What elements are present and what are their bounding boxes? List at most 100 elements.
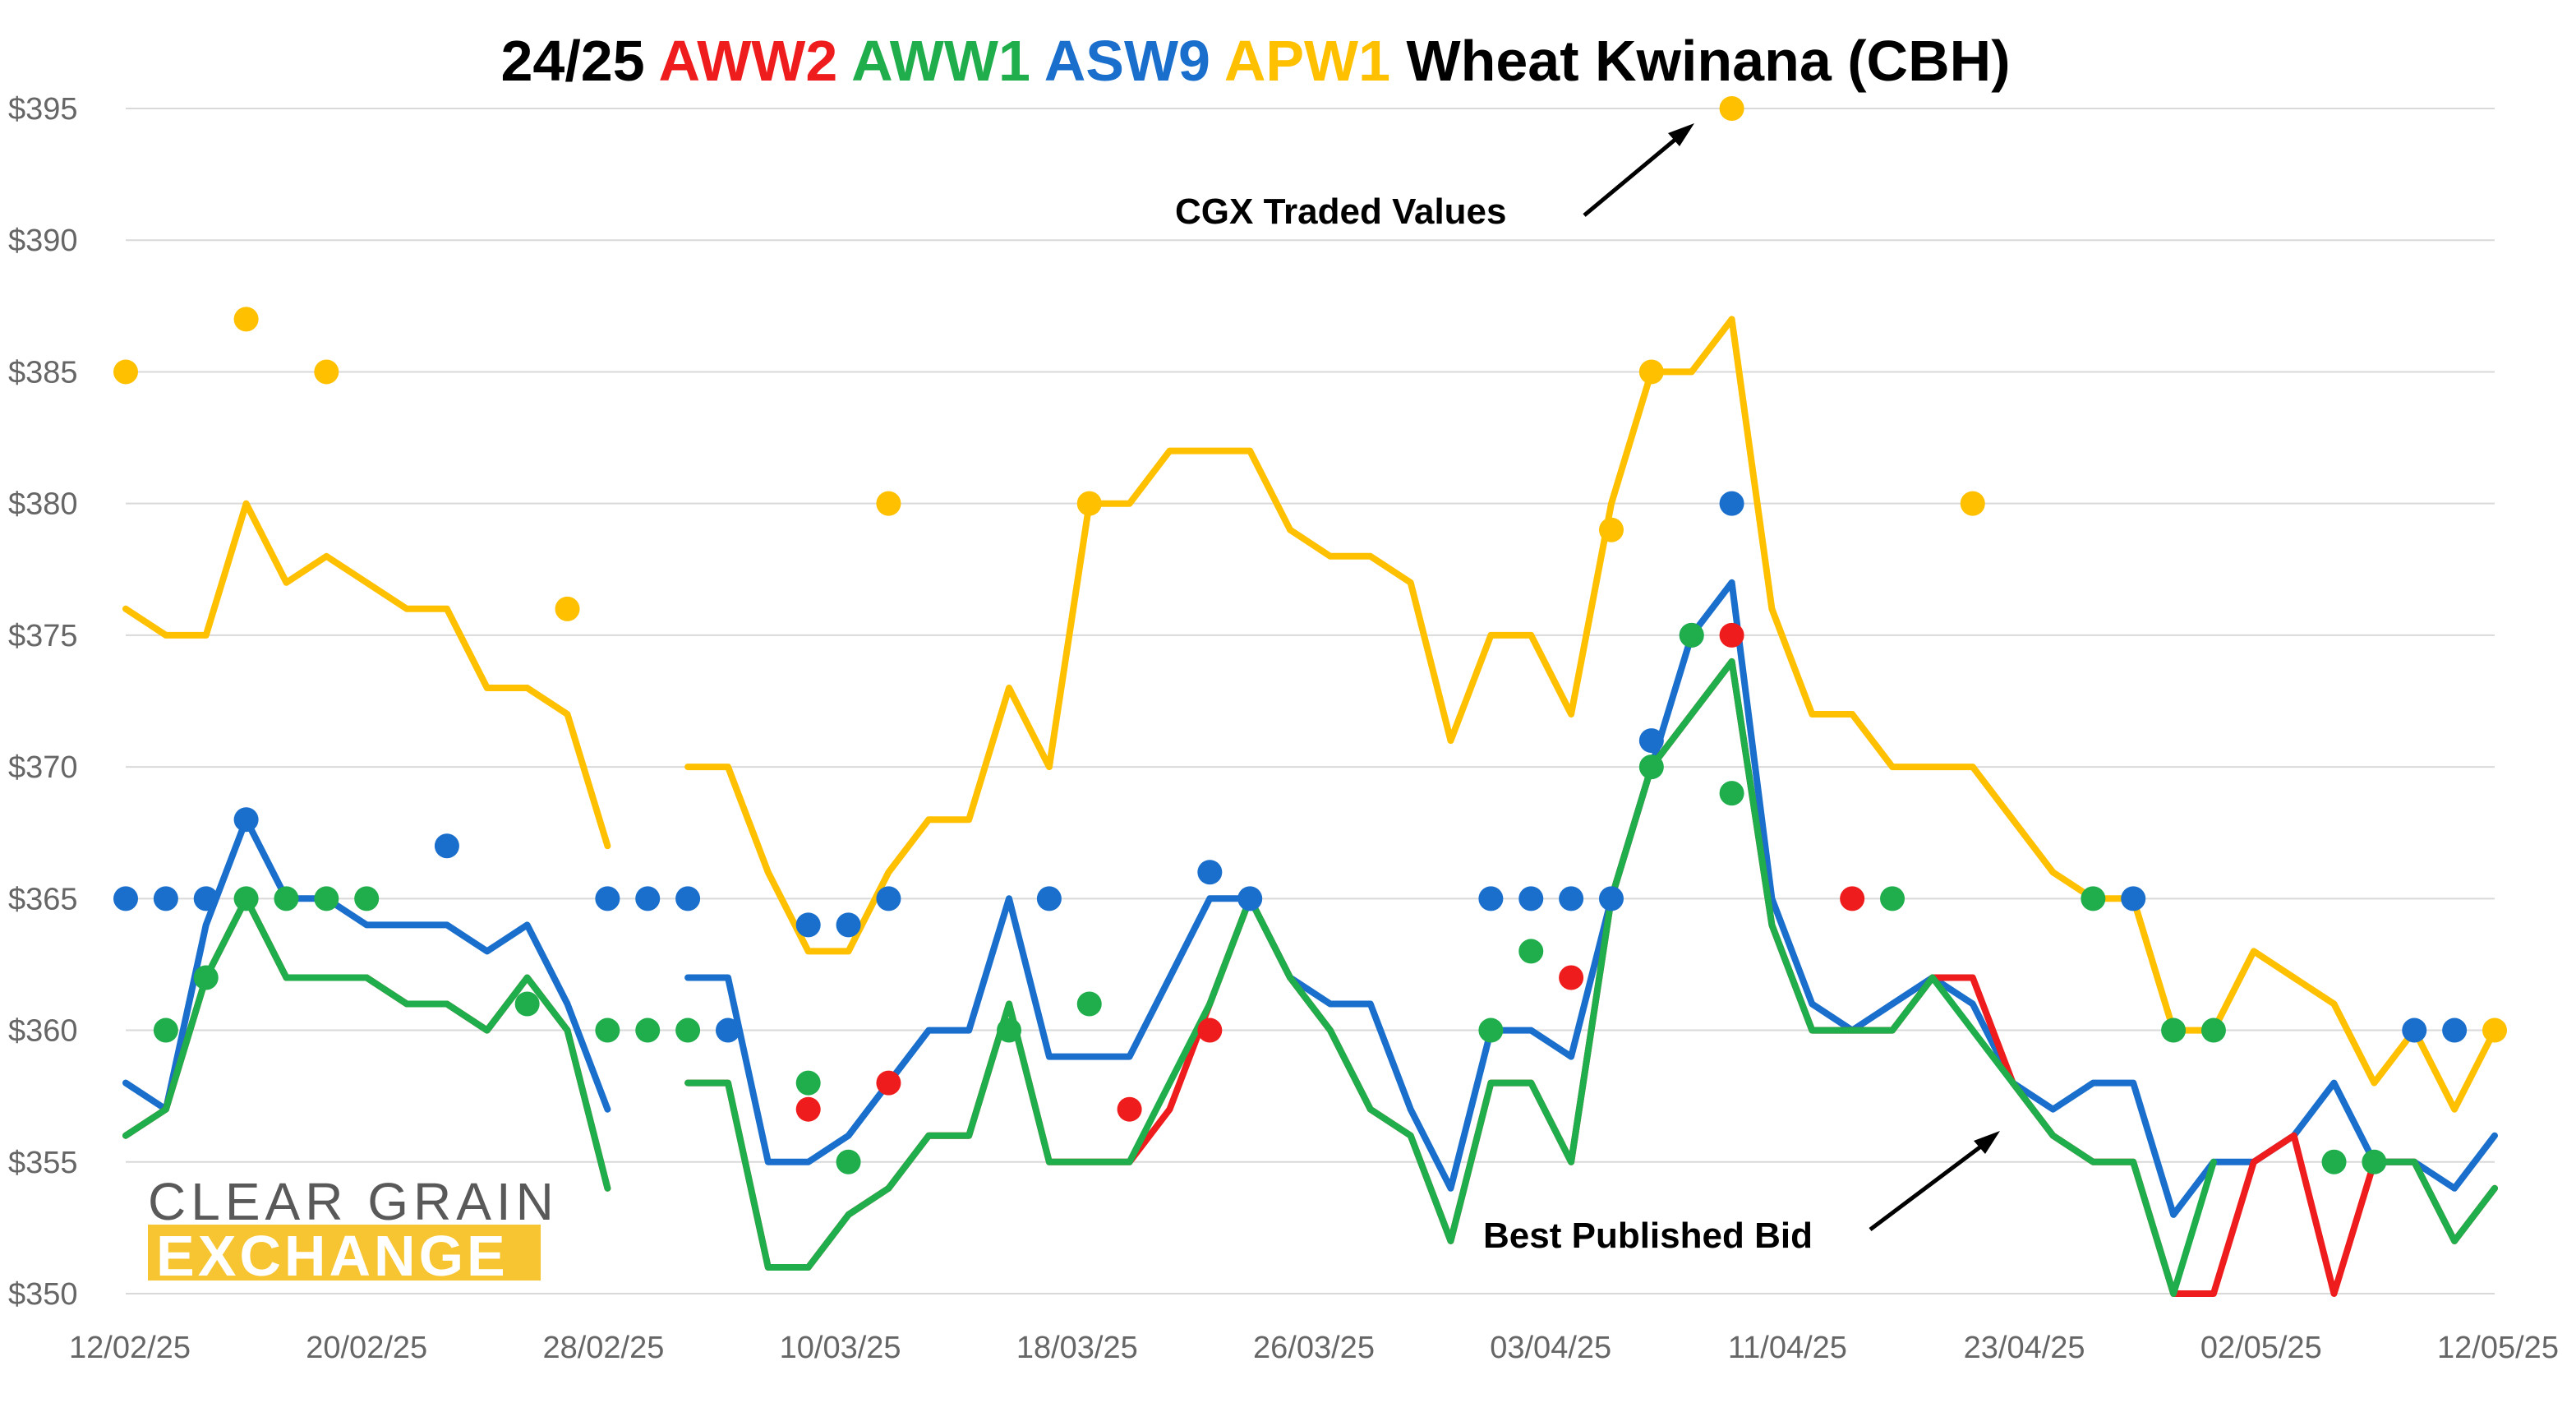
x-tick-label: 12/02/25 <box>69 1331 191 1365</box>
traded-point-aww2 <box>795 1096 821 1122</box>
y-tick-label: $365 <box>8 882 78 916</box>
series-line-asw9 <box>122 816 611 1113</box>
title-part: 24/25 <box>500 29 644 93</box>
series-lines <box>122 316 2498 1297</box>
traded-point-aww1 <box>836 1149 861 1174</box>
traded-point-asw9 <box>836 912 861 938</box>
traded-point-apw1 <box>314 359 339 385</box>
annotation-traded-arrow <box>1583 132 1684 217</box>
chart-title: 24/25 AWW2 AWW1 ASW9 APW1 Wheat Kwinana … <box>500 29 2010 93</box>
traded-point-apw1 <box>1960 491 1985 516</box>
traded-point-aww1 <box>1638 754 1664 780</box>
title-part: APW1 <box>1210 29 1390 93</box>
series-line-asw9 <box>684 579 2498 1218</box>
annotation-bid: Best Published Bid <box>1483 1131 2000 1256</box>
x-tick-label: 03/04/25 <box>1490 1331 1611 1365</box>
traded-point-aww1 <box>635 1017 661 1043</box>
traded-point-aww1 <box>354 886 380 911</box>
y-tick-label: $395 <box>8 92 78 127</box>
y-tick-label: $350 <box>8 1277 78 1312</box>
annotation-bid-arrowhead <box>1974 1131 2000 1154</box>
traded-point-asw9 <box>2402 1017 2427 1043</box>
traded-point-asw9 <box>795 912 821 938</box>
y-tick-label: $385 <box>8 355 78 390</box>
traded-point-aww1 <box>1076 991 1102 1017</box>
traded-point-apw1 <box>2482 1017 2507 1043</box>
traded-point-apw1 <box>1638 359 1664 385</box>
traded-points <box>113 96 2507 1174</box>
traded-point-aww1 <box>2321 1149 2347 1174</box>
traded-point-aww2 <box>1117 1096 1142 1122</box>
traded-point-aww2 <box>1719 622 1744 648</box>
traded-point-aww1 <box>2081 886 2106 911</box>
title-part: Wheat Kwinana (CBH) <box>1390 29 2010 93</box>
traded-point-asw9 <box>1559 886 1584 911</box>
x-tick-label: 26/03/25 <box>1253 1331 1375 1365</box>
x-tick-label: 28/02/25 <box>542 1331 664 1365</box>
y-tick-label: $390 <box>8 224 78 258</box>
traded-point-asw9 <box>1197 860 1223 885</box>
traded-point-apw1 <box>1598 517 1624 542</box>
traded-point-asw9 <box>675 886 701 911</box>
traded-point-asw9 <box>1237 886 1263 911</box>
clear-grain-exchange-logo: CLEAR GRAIN EXCHANGE <box>148 1172 554 1288</box>
traded-point-aww1 <box>514 991 540 1017</box>
traded-point-asw9 <box>1598 886 1624 911</box>
annotation-traded: CGX Traded Values <box>1175 123 1694 232</box>
traded-point-asw9 <box>1478 886 1504 911</box>
annotation-traded-label: CGX Traded Values <box>1175 191 1507 232</box>
logo-line2: EXCHANGE <box>156 1224 509 1288</box>
traded-point-asw9 <box>715 1017 740 1043</box>
traded-point-aww1 <box>997 1017 1022 1043</box>
series-line-aww1 <box>2371 1158 2498 1244</box>
gridlines <box>126 108 2495 1294</box>
x-tick-label: 10/03/25 <box>780 1331 901 1365</box>
series-line-apw1 <box>684 316 2498 1113</box>
annotation-traded-arrowhead <box>1668 123 1694 146</box>
series-line-apw1 <box>122 500 611 850</box>
traded-point-aww2 <box>876 1070 901 1096</box>
traded-point-aww1 <box>314 886 339 911</box>
traded-point-asw9 <box>2442 1017 2468 1043</box>
traded-point-apw1 <box>1719 96 1744 121</box>
traded-point-asw9 <box>1719 491 1744 516</box>
traded-point-asw9 <box>2121 886 2146 911</box>
x-tick-label: 12/05/25 <box>2437 1331 2559 1365</box>
traded-point-asw9 <box>1638 728 1664 754</box>
traded-point-asw9 <box>193 886 219 911</box>
traded-point-aww1 <box>795 1070 821 1096</box>
traded-point-aww1 <box>675 1017 701 1043</box>
traded-point-aww1 <box>1478 1017 1504 1043</box>
traded-point-asw9 <box>1036 886 1062 911</box>
logo-band <box>148 1225 541 1280</box>
traded-point-apw1 <box>233 307 259 332</box>
annotation-bid-arrow <box>1869 1139 1990 1231</box>
series-line-aww1 <box>684 658 2217 1297</box>
traded-point-aww1 <box>1518 939 1544 964</box>
traded-point-aww1 <box>1880 886 1906 911</box>
traded-point-asw9 <box>233 807 259 833</box>
traded-point-aww2 <box>1840 886 1865 911</box>
traded-point-asw9 <box>153 886 178 911</box>
traded-point-aww1 <box>153 1017 178 1043</box>
traded-point-aww1 <box>1679 622 1704 648</box>
traded-point-asw9 <box>113 886 138 911</box>
traded-point-aww1 <box>274 886 299 911</box>
traded-point-apw1 <box>1076 491 1102 516</box>
title-part: ASW9 <box>1030 29 1210 93</box>
x-tick-label: 23/04/25 <box>1964 1331 2085 1365</box>
traded-point-aww1 <box>233 886 259 911</box>
annotation-bid-label: Best Published Bid <box>1483 1216 1813 1256</box>
traded-point-apw1 <box>113 359 138 385</box>
traded-point-apw1 <box>876 491 901 516</box>
traded-point-apw1 <box>555 596 580 621</box>
x-tick-label: 20/02/25 <box>306 1331 427 1365</box>
traded-point-aww1 <box>2200 1017 2226 1043</box>
x-tick-label: 11/04/25 <box>1728 1331 1847 1365</box>
traded-point-asw9 <box>434 833 459 859</box>
x-tick-label: 02/05/25 <box>2200 1331 2322 1365</box>
traded-point-asw9 <box>595 886 620 911</box>
traded-point-asw9 <box>1518 886 1544 911</box>
x-axis-ticks: 12/02/25 20/02/25 28/02/25 10/03/25 18/03/25… <box>69 1331 2559 1365</box>
